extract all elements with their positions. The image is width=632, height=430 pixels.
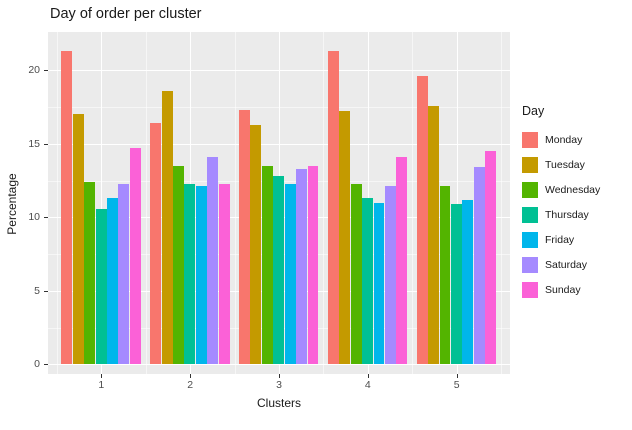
bar-saturday-cluster-3 bbox=[296, 168, 308, 365]
legend-swatch-saturday bbox=[522, 256, 538, 273]
x-tick-label: 4 bbox=[364, 379, 371, 391]
x-axis-label: Clusters bbox=[256, 396, 301, 410]
legend-swatch-tuesday bbox=[522, 156, 538, 173]
y-axis-tick bbox=[44, 70, 48, 72]
bar-wednesday-cluster-1 bbox=[84, 182, 96, 365]
gridline-x-major bbox=[456, 32, 458, 374]
legend-label-thursday: Thursday bbox=[545, 208, 589, 221]
gridline-x-minor bbox=[412, 32, 414, 374]
bar-monday-cluster-2 bbox=[150, 123, 162, 365]
legend-label-sunday: Sunday bbox=[545, 283, 581, 296]
legend-item-wednesday: Wednesday bbox=[522, 177, 627, 202]
bar-saturday-cluster-4 bbox=[384, 186, 396, 365]
legend-swatch-wednesday bbox=[522, 181, 538, 198]
bar-monday-cluster-1 bbox=[61, 51, 73, 365]
bar-wednesday-cluster-3 bbox=[261, 165, 273, 365]
gridline-x-minor bbox=[145, 32, 147, 374]
x-axis-tick bbox=[101, 374, 103, 378]
bar-friday-cluster-5 bbox=[462, 199, 474, 365]
x-axis-tick bbox=[279, 374, 280, 378]
bar-friday-cluster-1 bbox=[107, 198, 118, 365]
bar-thursday-cluster-5 bbox=[450, 204, 462, 365]
x-axis-tick bbox=[456, 374, 458, 378]
y-tick-label: 15 bbox=[28, 137, 40, 150]
x-tick-label: 3 bbox=[276, 379, 282, 391]
x-axis-tick bbox=[190, 374, 192, 378]
legend-items: Monday Tuesday Wednesday Thursday Friday Satu… bbox=[522, 127, 627, 302]
chart-title: Day of order per cluster bbox=[50, 6, 202, 22]
gridline-x-minor bbox=[323, 32, 325, 374]
legend-item-sunday: Sunday bbox=[522, 277, 627, 302]
y-axis-tick bbox=[44, 364, 48, 366]
legend-swatch-monday bbox=[522, 131, 538, 148]
bar-saturday-cluster-5 bbox=[473, 167, 485, 365]
y-tick-label: 10 bbox=[28, 211, 40, 224]
legend: Day Monday Tuesday Wednesday Thursday Friday… bbox=[522, 104, 627, 302]
bar-saturday-cluster-2 bbox=[207, 157, 219, 365]
y-tick-label: 20 bbox=[28, 64, 40, 77]
bar-sunday-cluster-3 bbox=[307, 165, 319, 365]
bar-sunday-cluster-1 bbox=[129, 148, 141, 365]
gridline-x-minor bbox=[501, 32, 503, 374]
gridline-x-major bbox=[101, 32, 103, 374]
x-tick-label: 5 bbox=[453, 379, 460, 391]
bar-friday-cluster-4 bbox=[373, 202, 385, 365]
legend-item-thursday: Thursday bbox=[522, 202, 627, 227]
bar-friday-cluster-2 bbox=[195, 186, 207, 365]
bar-sunday-cluster-2 bbox=[218, 183, 230, 365]
y-tick-label: 0 bbox=[34, 358, 40, 371]
legend-swatch-sunday bbox=[522, 281, 538, 298]
y-tick-label: 5 bbox=[34, 284, 40, 297]
bar-thursday-cluster-3 bbox=[273, 176, 285, 365]
bar-tuesday-cluster-4 bbox=[339, 111, 351, 365]
legend-label-wednesday: Wednesday bbox=[545, 183, 601, 196]
legend-item-friday: Friday bbox=[522, 227, 627, 252]
legend-item-tuesday: Tuesday bbox=[522, 152, 627, 177]
legend-title: Day bbox=[522, 104, 545, 118]
bar-sunday-cluster-4 bbox=[396, 157, 408, 365]
legend-item-saturday: Saturday bbox=[522, 252, 627, 277]
bar-saturday-cluster-1 bbox=[118, 183, 130, 365]
bar-thursday-cluster-4 bbox=[362, 198, 374, 365]
y-axis-tick bbox=[44, 143, 48, 145]
bar-tuesday-cluster-2 bbox=[161, 90, 173, 365]
legend-label-tuesday: Tuesday bbox=[545, 158, 585, 171]
bar-friday-cluster-3 bbox=[284, 183, 296, 365]
bar-wednesday-cluster-2 bbox=[173, 165, 184, 365]
x-axis-tick bbox=[367, 374, 369, 378]
bar-tuesday-cluster-1 bbox=[72, 114, 84, 365]
x-tick-label: 1 bbox=[98, 379, 105, 391]
bar-monday-cluster-5 bbox=[416, 76, 428, 365]
y-axis-tick bbox=[44, 290, 48, 292]
bar-thursday-cluster-1 bbox=[95, 208, 107, 365]
bar-monday-cluster-3 bbox=[239, 109, 250, 365]
plot-panel bbox=[48, 32, 510, 374]
legend-item-monday: Monday bbox=[522, 127, 627, 152]
legend-label-saturday: Saturday bbox=[545, 258, 588, 271]
bar-monday-cluster-4 bbox=[327, 51, 339, 365]
bar-thursday-cluster-2 bbox=[184, 183, 196, 365]
y-axis-label: Percentage bbox=[5, 173, 19, 235]
bar-sunday-cluster-5 bbox=[485, 151, 497, 365]
y-axis-tick bbox=[44, 217, 48, 219]
gridline-x-minor bbox=[56, 32, 58, 374]
bar-tuesday-cluster-5 bbox=[428, 105, 440, 365]
legend-swatch-thursday bbox=[522, 206, 538, 223]
gridline-x-minor bbox=[234, 32, 236, 374]
legend-label-monday: Monday bbox=[545, 133, 583, 146]
legend-label-friday: Friday bbox=[545, 233, 575, 246]
bar-tuesday-cluster-3 bbox=[250, 124, 262, 365]
bar-wednesday-cluster-4 bbox=[350, 183, 362, 365]
x-tick-label: 2 bbox=[187, 379, 194, 391]
bar-wednesday-cluster-5 bbox=[439, 186, 451, 365]
legend-swatch-friday bbox=[522, 231, 538, 248]
